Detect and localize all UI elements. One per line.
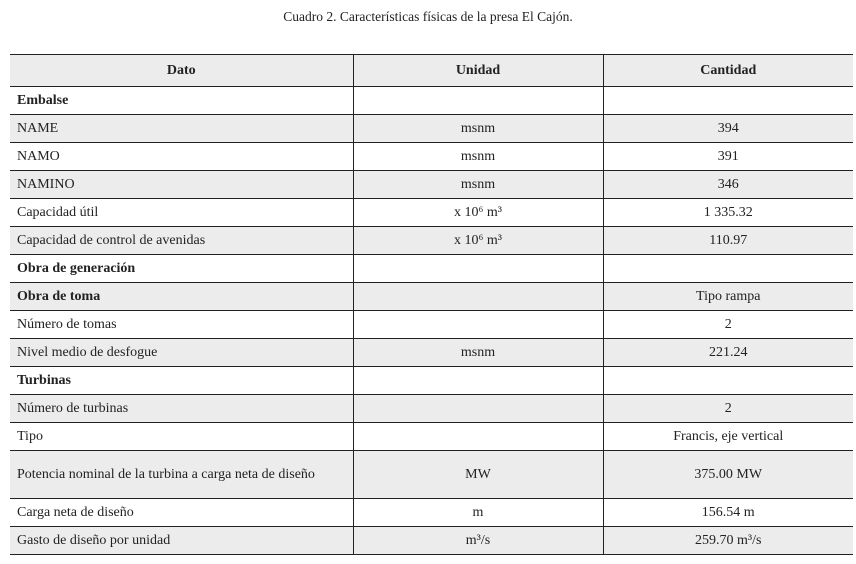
cell-unidad: msnm <box>352 142 604 171</box>
cell-dato: Carga neta de diseño <box>10 498 354 527</box>
cell-dato: Tipo <box>10 422 354 451</box>
header-cantidad: Cantidad <box>602 54 853 87</box>
cell-dato: NAMINO <box>10 170 354 199</box>
cell-dato: NAME <box>10 114 354 143</box>
cell-dato: Obra de generación <box>10 254 354 283</box>
cell-cantidad: 259.70 m³/s <box>602 526 853 555</box>
cell-unidad <box>352 366 604 395</box>
cell-unidad <box>352 86 604 115</box>
cell-cantidad: 1 335.32 <box>602 198 853 227</box>
table-row: Capacidad útil x 10⁶ m³ 1 335.32 <box>10 198 853 227</box>
cell-dato: Turbinas <box>10 366 354 395</box>
table-caption: Cuadro 2. Características físicas de la … <box>283 9 573 24</box>
cell-cantidad: 375.00 MW <box>602 450 853 499</box>
table-row: Obra de toma Tipo rampa <box>10 282 853 311</box>
cell-unidad <box>352 254 604 283</box>
cell-unidad <box>352 394 604 423</box>
header-dato: Dato <box>10 54 354 87</box>
cell-unidad <box>352 310 604 339</box>
cell-dato: Capacidad útil <box>10 198 354 227</box>
table-row: Carga neta de diseño m 156.54 m <box>10 498 853 527</box>
header-unidad: Unidad <box>352 54 604 87</box>
cell-unidad: msnm <box>352 338 604 367</box>
dam-characteristics-table: Dato Unidad Cantidad Embalse NAME msnm 394 N… <box>10 54 853 555</box>
cell-unidad: m <box>352 498 604 527</box>
table-row: Obra de generación <box>10 254 853 283</box>
cell-dato: Embalse <box>10 86 354 115</box>
cell-cantidad: 221.24 <box>602 338 853 367</box>
table-row: Embalse <box>10 86 853 115</box>
cell-cantidad <box>602 366 853 395</box>
table-row: Gasto de diseño por unidad m³/s 259.70 m³/… <box>10 526 853 555</box>
cell-cantidad: 156.54 m <box>602 498 853 527</box>
table-row: NAME msnm 394 <box>10 114 853 143</box>
cell-dato: Obra de toma <box>10 282 354 311</box>
table-row: Capacidad de control de avenidas x 10⁶ m³… <box>10 226 853 255</box>
table-row: Nivel medio de desfogue msnm 221.24 <box>10 338 853 367</box>
cell-cantidad: Tipo rampa <box>602 282 853 311</box>
cell-cantidad: 394 <box>602 114 853 143</box>
table-row: NAMINO msnm 346 <box>10 170 853 199</box>
cell-dato: Potencia nominal de la turbina a carga n… <box>10 450 354 499</box>
cell-unidad <box>352 282 604 311</box>
cell-cantidad: 110.97 <box>602 226 853 255</box>
cell-cantidad: 2 <box>602 310 853 339</box>
table-header-row: Dato Unidad Cantidad <box>10 54 853 87</box>
cell-unidad: x 10⁶ m³ <box>352 226 604 255</box>
cell-cantidad <box>602 254 853 283</box>
cell-cantidad: Francis, eje vertical <box>602 422 853 451</box>
cell-dato: Nivel medio de desfogue <box>10 338 354 367</box>
table-row: Número de tomas 2 <box>10 310 853 339</box>
cell-cantidad: 2 <box>602 394 853 423</box>
table-row: Tipo Francis, eje vertical <box>10 422 853 451</box>
table-row: Número de turbinas 2 <box>10 394 853 423</box>
cell-cantidad <box>602 86 853 115</box>
cell-dato: NAMO <box>10 142 354 171</box>
cell-dato: Número de turbinas <box>10 394 354 423</box>
table-row: Potencia nominal de la turbina a carga n… <box>10 450 853 499</box>
cell-cantidad: 391 <box>602 142 853 171</box>
cell-dato: Capacidad de control de avenidas <box>10 226 354 255</box>
cell-unidad: m³/s <box>352 526 604 555</box>
cell-unidad: msnm <box>352 114 604 143</box>
table-row: NAMO msnm 391 <box>10 142 853 171</box>
cell-unidad: x 10⁶ m³ <box>352 198 604 227</box>
cell-unidad: msnm <box>352 170 604 199</box>
cell-dato: Gasto de diseño por unidad <box>10 526 354 555</box>
cell-unidad: MW <box>352 450 604 499</box>
table-row: Turbinas <box>10 366 853 395</box>
cell-cantidad: 346 <box>602 170 853 199</box>
cell-dato: Número de tomas <box>10 310 354 339</box>
cell-unidad <box>352 422 604 451</box>
